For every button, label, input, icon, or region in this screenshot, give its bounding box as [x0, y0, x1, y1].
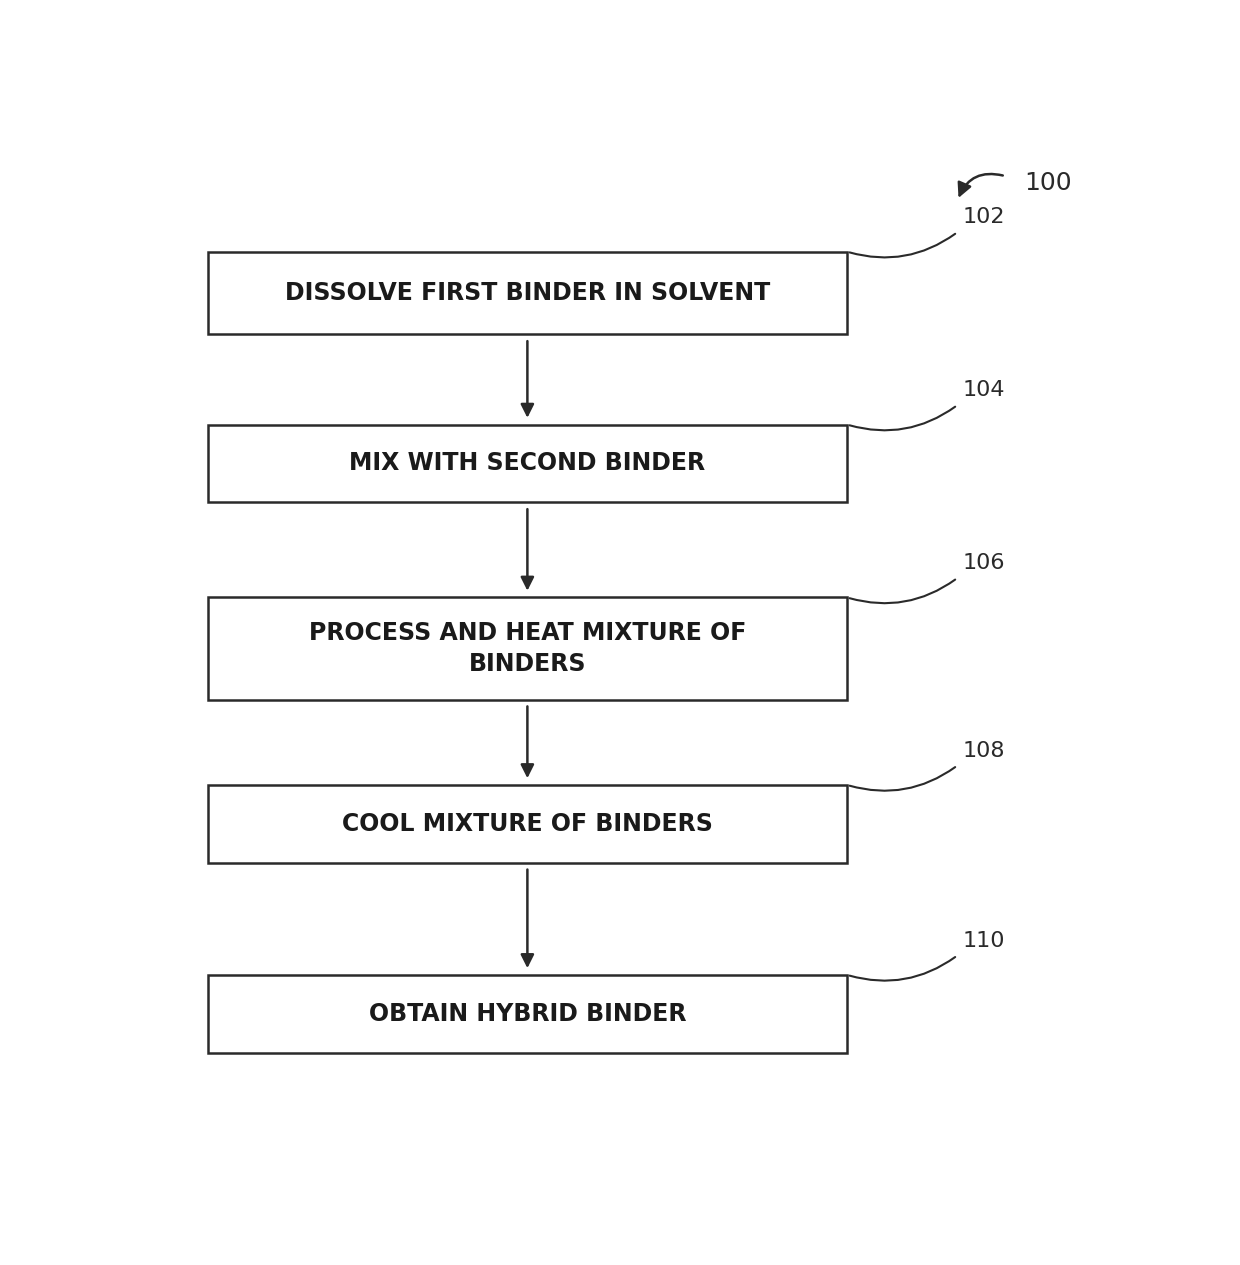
Text: COOL MIXTURE OF BINDERS: COOL MIXTURE OF BINDERS — [342, 812, 713, 836]
Text: MIX WITH SECOND BINDER: MIX WITH SECOND BINDER — [350, 452, 706, 476]
Bar — [208, 252, 847, 334]
Text: PROCESS AND HEAT MIXTURE OF
BINDERS: PROCESS AND HEAT MIXTURE OF BINDERS — [309, 621, 746, 677]
Text: 100: 100 — [1024, 171, 1073, 195]
Bar — [208, 597, 847, 700]
Bar — [208, 425, 847, 502]
Text: OBTAIN HYBRID BINDER: OBTAIN HYBRID BINDER — [368, 1002, 686, 1026]
Text: 108: 108 — [962, 740, 1004, 760]
Text: 106: 106 — [962, 553, 1004, 573]
Bar — [208, 975, 847, 1052]
Text: 102: 102 — [962, 207, 1004, 228]
Bar — [208, 784, 847, 863]
Text: 104: 104 — [962, 381, 1004, 400]
Text: 110: 110 — [962, 931, 1004, 950]
Text: DISSOLVE FIRST BINDER IN SOLVENT: DISSOLVE FIRST BINDER IN SOLVENT — [285, 281, 770, 305]
